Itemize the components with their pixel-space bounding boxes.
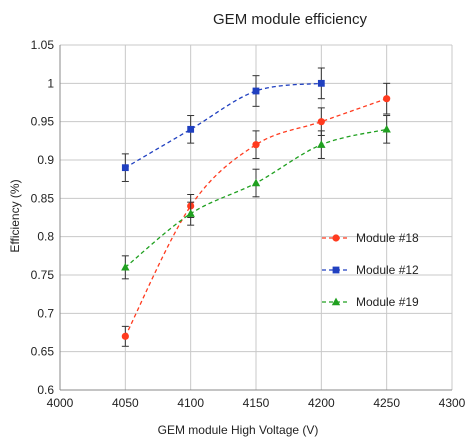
x-axis-label: GEM module High Voltage (V): [158, 423, 319, 437]
legend: Module #18 Module #12 Module #19: [322, 231, 419, 309]
y-tick-label: 0.75: [31, 268, 55, 282]
y-tick-label: 0.95: [31, 115, 55, 129]
y-axis-label: Efficiency (%): [8, 179, 22, 252]
data-point: [317, 79, 325, 87]
legend-label: Module #19: [356, 295, 419, 309]
x-tick-label: 4200: [308, 396, 335, 410]
chart-title: GEM module efficiency: [213, 11, 367, 28]
x-tick-label: 4050: [112, 396, 139, 410]
y-tick-label: 0.85: [31, 191, 55, 205]
y-tick-label: 0.65: [31, 345, 55, 359]
data-point: [187, 125, 195, 133]
legend-marker: [332, 234, 340, 242]
data-point: [382, 124, 391, 133]
x-tick-label: 4100: [177, 396, 204, 410]
y-tick-label: 0.6: [37, 383, 54, 397]
axes: 4000 4050 4100 4150 4200 4250 4300 0.6 0.65 0.7 0.…: [31, 38, 466, 410]
x-tick-label: 4000: [47, 396, 74, 410]
legend-label: Module #18: [356, 231, 419, 245]
legend-marker: [332, 266, 340, 274]
data-point: [383, 95, 391, 103]
series-line: [124, 98, 387, 337]
series-group: [121, 67, 391, 347]
data-point: [186, 209, 195, 217]
x-tick-label: 4300: [439, 396, 466, 410]
data-point: [252, 87, 260, 95]
x-tick-label: 4250: [373, 396, 400, 410]
data-point: [251, 178, 261, 187]
data-point: [317, 140, 326, 148]
y-tick-label: 0.7: [37, 306, 54, 320]
series-module-12: [121, 67, 325, 182]
y-tick-label: 1.05: [31, 38, 55, 52]
y-tick-label: 1: [47, 76, 54, 90]
y-tick-label: 0.9: [37, 153, 54, 167]
y-tick-label: 0.8: [37, 230, 54, 244]
data-point: [252, 141, 260, 149]
data-point: [317, 118, 325, 126]
legend-label: Module #12: [356, 263, 419, 277]
legend-marker: [331, 297, 341, 306]
series-module-19: [121, 115, 391, 280]
data-point: [121, 332, 129, 340]
data-point: [121, 262, 130, 271]
series-line: [125, 82, 322, 169]
x-tick-label: 4150: [243, 396, 270, 410]
data-point: [121, 164, 129, 172]
